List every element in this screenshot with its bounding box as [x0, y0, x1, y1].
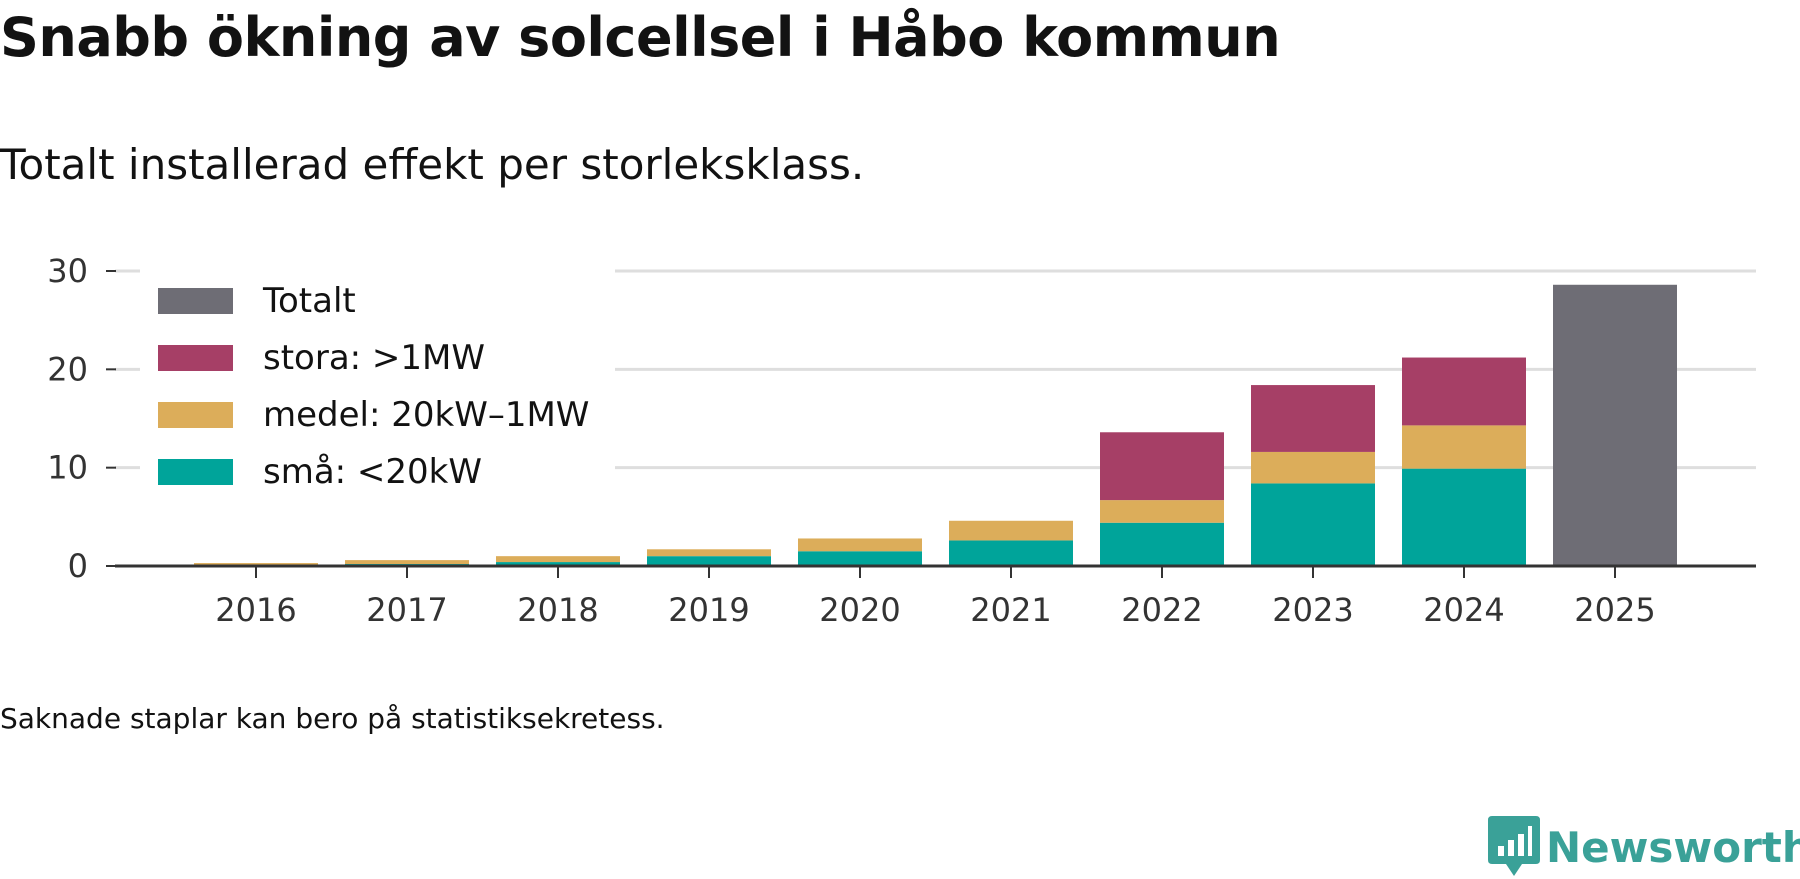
legend-swatch-medium: [158, 402, 233, 428]
x-tick-label: 2023: [1272, 591, 1353, 629]
axes: 0 10 20 30 2016 2017 2018 2019 2020 2021 2022 2023 2…: [47, 252, 1756, 629]
x-tick-label: 2020: [819, 591, 900, 629]
legend-label-total: Totalt: [262, 281, 356, 321]
bar-total-2025: [1553, 284, 1677, 566]
y-tick-label: 30: [47, 252, 88, 290]
newsworthy-logo-icon: [1488, 816, 1540, 876]
y-tick-label: 0: [68, 547, 88, 585]
bar-small-2022: [1100, 522, 1224, 566]
stacked-bar-chart: 0 10 20 30 2016 2017 2018 2019 2020 2021 2022 2023 2…: [47, 252, 1756, 629]
bar-medium-2019: [647, 549, 771, 557]
bar-large-2024: [1402, 357, 1526, 426]
legend-swatch-large: [158, 345, 233, 371]
bar-medium-2022: [1100, 500, 1224, 523]
legend-label-medium: medel: 20kW–1MW: [263, 395, 589, 435]
x-tick-label: 2017: [366, 591, 447, 629]
legend: Totalt stora: >1MW medel: 20kW–1MW små: <20…: [158, 281, 589, 492]
chart-title: Snabb ökning av solcellsel i Håbo kommun: [0, 6, 1281, 69]
brand-name: Newsworthy: [1546, 822, 1800, 872]
y-tick-label: 20: [47, 350, 88, 388]
chart-subtitle: Totalt installerad effekt per storlekskl…: [0, 140, 865, 189]
bar-small-2020: [798, 551, 922, 566]
x-tick-label: 2018: [517, 591, 598, 629]
x-tick-label: 2019: [668, 591, 749, 629]
bar-medium-2017: [345, 560, 469, 565]
bar-small-2019: [647, 556, 771, 566]
legend-swatch-total: [158, 288, 233, 314]
bar-medium-2018: [496, 556, 620, 563]
legend-swatch-small: [158, 459, 233, 485]
bar-medium-2020: [798, 538, 922, 552]
bar-large-2023: [1251, 385, 1375, 452]
bars: [194, 284, 1677, 566]
x-tick-label: 2022: [1121, 591, 1202, 629]
bar-medium-2021: [949, 520, 1073, 541]
x-tick-label: 2021: [970, 591, 1051, 629]
bar-small-2024: [1402, 468, 1526, 566]
x-tick-label: 2024: [1423, 591, 1504, 629]
x-tick-label: 2025: [1574, 591, 1655, 629]
legend-label-small: små: <20kW: [263, 452, 482, 492]
footnote: Saknade staplar kan bero på statistiksek…: [0, 702, 665, 735]
bar-small-2021: [949, 540, 1073, 566]
y-tick-label: 10: [47, 449, 88, 487]
bar-large-2022: [1100, 432, 1224, 501]
legend-label-large: stora: >1MW: [263, 338, 485, 378]
bar-medium-2016: [194, 563, 318, 566]
bar-medium-2024: [1402, 425, 1526, 469]
bar-medium-2023: [1251, 451, 1375, 484]
brand: Newsworthy: [1488, 816, 1800, 878]
x-tick-label: 2016: [215, 591, 296, 629]
bar-small-2023: [1251, 483, 1375, 566]
bar-small-2018: [496, 562, 620, 566]
